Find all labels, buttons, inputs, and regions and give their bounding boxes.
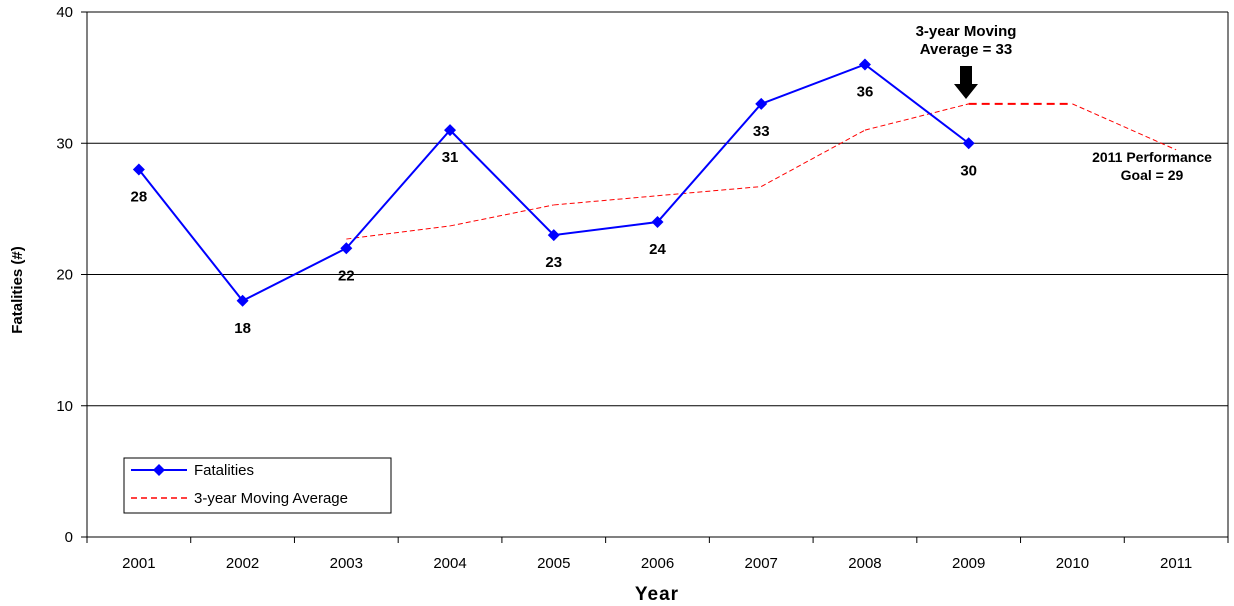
data-label: 28 xyxy=(131,189,148,206)
fatalities-marker xyxy=(236,294,249,307)
fatalities-marker xyxy=(547,229,560,242)
goal-line-1: 2011 Performance xyxy=(1092,149,1212,165)
fatalities-marker xyxy=(340,242,353,255)
x-tick-label: 2001 xyxy=(122,555,155,572)
gridlines xyxy=(87,11,1228,407)
x-tick-label: 2002 xyxy=(226,555,259,572)
legend-box xyxy=(123,457,392,514)
x-tick-label: 2009 xyxy=(952,555,985,572)
x-tick-labels: 2001 2002 2003 2004 2005 2006 2007 2008 2009 2010… xyxy=(122,555,1192,572)
moving-average-segment xyxy=(657,186,762,197)
goal-annotation: 2011 Performance Goal = 29 xyxy=(1092,149,1212,183)
y-tick-label: 0 xyxy=(65,529,73,546)
data-label: 30 xyxy=(960,162,977,179)
data-label: 31 xyxy=(442,149,459,166)
series-moving-average xyxy=(346,102,1177,240)
x-tick-label: 2004 xyxy=(433,555,466,572)
y-tick-label: 10 xyxy=(56,398,73,415)
goal-line-2: Goal = 29 xyxy=(1121,167,1184,183)
moving-average-segment xyxy=(449,204,554,227)
data-label: 36 xyxy=(857,84,874,101)
x-tick-label: 2007 xyxy=(745,555,778,572)
y-axis-title: Fatalities (#) xyxy=(9,246,26,334)
data-label: 33 xyxy=(753,123,770,140)
moving-average-annotation: 3-year Moving Average = 33 xyxy=(916,23,1017,99)
fatalities-marker xyxy=(858,58,871,71)
x-tick-label: 2010 xyxy=(1056,555,1089,572)
moving-average-segment xyxy=(760,129,866,188)
data-label: 23 xyxy=(545,254,562,271)
data-label: 18 xyxy=(234,320,251,337)
x-tick-label: 2011 xyxy=(1160,555,1192,572)
series-fatalities xyxy=(132,58,975,307)
axes xyxy=(81,11,1229,543)
x-tick-label: 2008 xyxy=(848,555,881,572)
moving-average-segment xyxy=(553,195,658,206)
moving-average-segment xyxy=(864,103,969,131)
x-tick-label: 2003 xyxy=(330,555,363,572)
legend-fatalities-label: Fatalities xyxy=(194,462,254,479)
y-tick-labels: 0 10 20 30 40 xyxy=(56,4,73,546)
x-tick-label: 2005 xyxy=(537,555,570,572)
annotation-line-1: 3-year Moving xyxy=(916,23,1017,40)
fatalities-marker xyxy=(444,124,457,137)
fatalities-marker xyxy=(962,137,975,150)
x-tick-label: 2006 xyxy=(641,555,674,572)
data-label: 24 xyxy=(649,241,666,258)
fatalities-marker xyxy=(132,163,145,176)
y-tick-label: 40 xyxy=(56,4,73,21)
moving-average-segment xyxy=(346,225,451,240)
y-tick-label: 30 xyxy=(56,135,73,152)
fatalities-marker xyxy=(651,216,664,228)
fatalities-marker xyxy=(755,97,768,110)
x-axis-title: Year xyxy=(635,584,679,605)
arrow-down-icon xyxy=(954,66,978,99)
legend: Fatalities 3-year Moving Average xyxy=(123,457,392,514)
data-labels: 28 18 22 31 23 24 33 36 30 xyxy=(131,84,978,337)
moving-average-segment xyxy=(1072,103,1177,151)
annotation-line-2: Average = 33 xyxy=(920,41,1012,58)
legend-diamond-marker xyxy=(153,464,165,476)
data-label: 22 xyxy=(338,267,355,284)
legend-moving-average-label: 3-year Moving Average xyxy=(194,490,348,507)
y-tick-label: 20 xyxy=(56,267,73,284)
